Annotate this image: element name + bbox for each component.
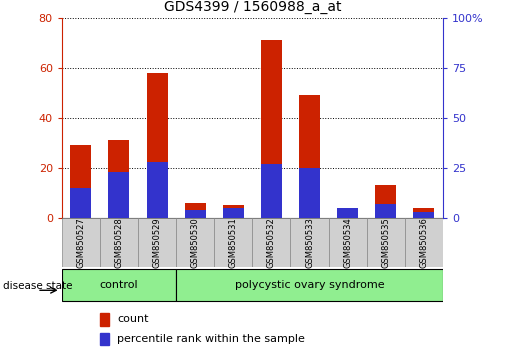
Text: percentile rank within the sample: percentile rank within the sample: [117, 334, 305, 344]
Bar: [109, 140, 129, 218]
Bar: [185, 210, 205, 218]
Bar: [71, 145, 91, 218]
Bar: [214, 218, 252, 267]
Bar: [71, 188, 91, 218]
Text: GSM850533: GSM850533: [305, 217, 314, 268]
Bar: [147, 73, 167, 218]
Text: GSM850534: GSM850534: [343, 217, 352, 268]
Text: polycystic ovary syndrome: polycystic ovary syndrome: [235, 280, 384, 290]
Bar: [299, 95, 320, 218]
Bar: [223, 208, 244, 218]
Bar: [62, 218, 100, 267]
Text: disease state: disease state: [3, 281, 72, 291]
Bar: [138, 218, 176, 267]
Bar: [367, 218, 405, 267]
Bar: [147, 162, 167, 218]
Bar: [62, 269, 176, 301]
Text: GSM850531: GSM850531: [229, 217, 238, 268]
Bar: [223, 205, 244, 218]
Bar: [337, 208, 358, 218]
Text: GSM850536: GSM850536: [419, 217, 428, 268]
Text: GSM850530: GSM850530: [191, 217, 200, 268]
Text: count: count: [117, 314, 148, 325]
Bar: [261, 40, 282, 218]
Bar: [109, 172, 129, 218]
Bar: [414, 212, 434, 218]
Title: GDS4399 / 1560988_a_at: GDS4399 / 1560988_a_at: [164, 0, 341, 14]
Text: control: control: [99, 280, 138, 290]
Text: GSM850535: GSM850535: [381, 217, 390, 268]
Text: GSM850528: GSM850528: [114, 217, 124, 268]
Text: GSM850529: GSM850529: [152, 217, 162, 268]
Bar: [329, 218, 367, 267]
Bar: [299, 168, 320, 218]
Bar: [375, 185, 396, 218]
Text: GSM850527: GSM850527: [76, 217, 85, 268]
Bar: [261, 164, 282, 218]
Bar: [100, 333, 109, 346]
Bar: [405, 218, 443, 267]
Bar: [176, 218, 214, 267]
Bar: [290, 218, 329, 267]
Bar: [100, 313, 109, 326]
Bar: [176, 269, 443, 301]
Bar: [414, 208, 434, 218]
Bar: [252, 218, 290, 267]
Text: GSM850532: GSM850532: [267, 217, 276, 268]
Bar: [185, 203, 205, 218]
Bar: [337, 208, 358, 218]
Bar: [375, 204, 396, 218]
Bar: [100, 218, 138, 267]
